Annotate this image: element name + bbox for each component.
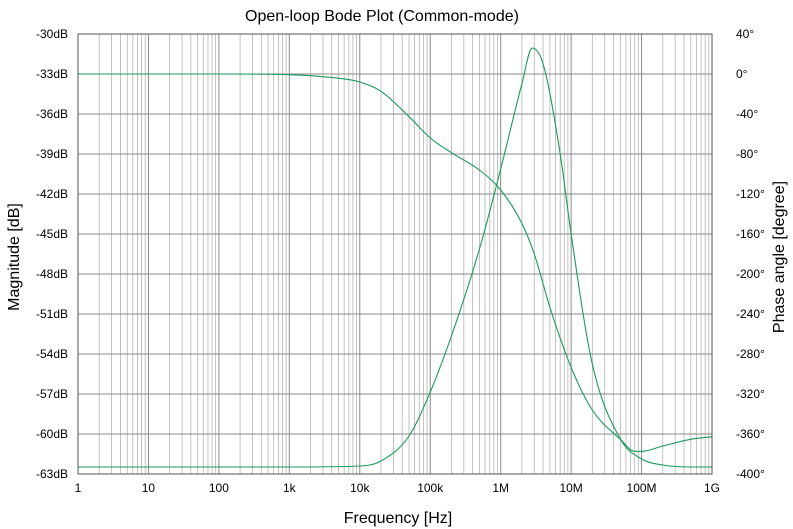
x-tick-label: 10M [559, 481, 582, 495]
grid [77, 33, 712, 475]
y-left-tick-label: -36dB [36, 107, 68, 121]
y-left-tick-label: -63dB [36, 467, 68, 481]
y-right-tick-label: -320° [736, 387, 765, 401]
y-right-tick-labels: 40° 0° -40° -80° -120° -160° -200° -240° -280° -3… [736, 27, 765, 481]
plot-frame [77, 33, 713, 475]
x-tick-label: 1 [75, 481, 82, 495]
magnitude-series-line [78, 73, 713, 452]
y-left-axis-title: Magnitude [dB] [6, 203, 23, 311]
x-tick-label: 10 [142, 481, 156, 495]
y-right-tick-label: -280° [736, 347, 765, 361]
y-left-tick-label: -48dB [36, 267, 68, 281]
y-right-tick-label: -200° [736, 267, 765, 281]
x-tick-label: 1k [283, 481, 297, 495]
y-left-tick-label: -33dB [36, 67, 68, 81]
y-right-tick-label: -40° [736, 107, 758, 121]
y-left-tick-label: -30dB [36, 27, 68, 41]
y-right-tick-label: -400° [736, 467, 765, 481]
y-left-tick-label: -54dB [36, 347, 68, 361]
chart-title: Open-loop Bode Plot (Common-mode) [245, 8, 519, 25]
y-right-tick-label: -80° [736, 147, 758, 161]
y-right-tick-label: -240° [736, 307, 765, 321]
phase-series-line [77, 47, 712, 468]
y-left-tick-label: -51dB [36, 307, 68, 321]
y-left-tick-label: -42dB [36, 187, 68, 201]
y-right-tick-label: -360° [736, 427, 765, 441]
y-right-tick-label: 40° [736, 27, 754, 41]
x-tick-label: 100k [417, 481, 444, 495]
y-right-tick-label: -120° [736, 187, 765, 201]
x-tick-label: 100 [209, 481, 229, 495]
y-left-tick-label: -39dB [36, 147, 68, 161]
x-tick-label: 1G [704, 481, 720, 495]
y-left-tick-labels: -30dB -33dB -36dB -39dB -42dB -45dB -48dB -51dB… [36, 27, 68, 481]
series-layer [77, 47, 713, 468]
y-right-tick-label: -160° [736, 227, 765, 241]
x-tick-label: 100M [627, 481, 657, 495]
x-tick-label: 10k [350, 481, 370, 495]
y-right-axis-title: Phase angle [degree] [771, 181, 788, 333]
y-right-tick-label: 0° [736, 67, 748, 81]
x-tick-label: 1M [492, 481, 509, 495]
y-left-tick-label: -45dB [36, 227, 68, 241]
y-left-tick-label: -57dB [36, 387, 68, 401]
y-left-tick-label: -60dB [36, 427, 68, 441]
x-tick-labels: 1 10 100 1k 10k 100k 1M 10M 100M 1G [75, 481, 720, 495]
x-axis-title: Frequency [Hz] [344, 510, 452, 527]
